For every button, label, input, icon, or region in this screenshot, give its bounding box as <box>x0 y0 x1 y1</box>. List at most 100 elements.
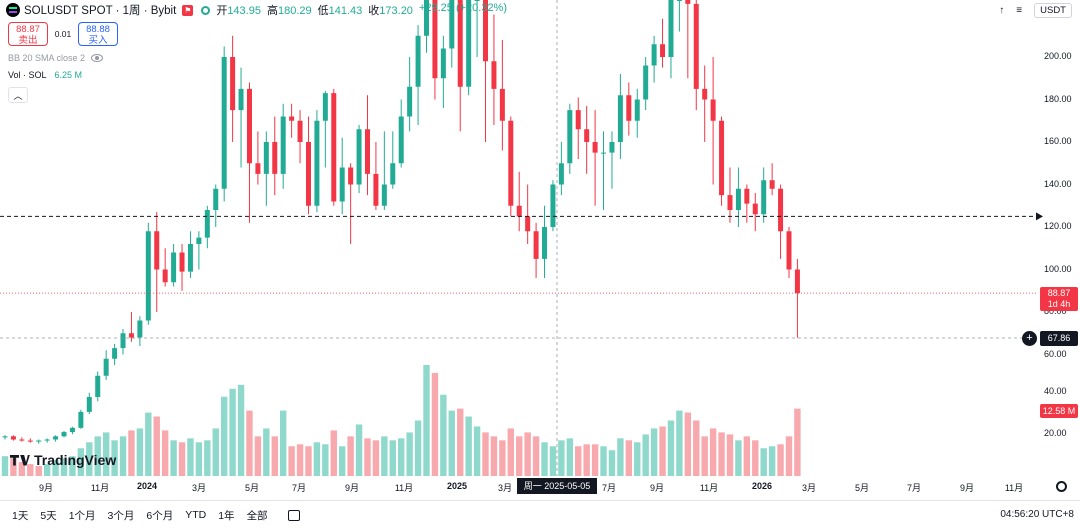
sell-button[interactable]: 88.87 卖出 <box>8 22 48 46</box>
volume-bar <box>170 440 177 476</box>
candle <box>634 88 640 138</box>
candle <box>457 0 463 132</box>
candle-body <box>609 142 615 153</box>
candle <box>668 0 674 79</box>
candle <box>660 18 666 68</box>
low-value: 141.43 <box>328 5 363 17</box>
range-6m[interactable]: 6个月 <box>146 509 174 522</box>
candle <box>676 0 682 32</box>
volume-indicator-legend[interactable]: Vol · SOL 6.25 M <box>8 70 83 80</box>
range-3m[interactable]: 3个月 <box>107 509 135 522</box>
bb-indicator-legend[interactable]: BB 20 SMA close 2 <box>8 53 104 63</box>
candle-body <box>356 129 362 185</box>
volume-bar <box>178 442 186 476</box>
volume-bar <box>516 436 523 476</box>
candle-body <box>348 167 354 185</box>
range-1m[interactable]: 1个月 <box>68 509 96 522</box>
volume-bar <box>263 428 270 476</box>
range-1d[interactable]: 1天 <box>12 509 29 522</box>
candle-body <box>601 152 607 154</box>
volume-bar <box>330 430 337 476</box>
time-tick-label: 7月 <box>601 483 617 493</box>
candle-body <box>710 99 716 121</box>
candle <box>466 0 472 96</box>
candle-body <box>196 237 202 244</box>
volume-bar <box>785 436 793 476</box>
volume-bar <box>642 434 649 476</box>
flag-icon[interactable]: ⚑ <box>182 4 194 16</box>
currency-button[interactable]: USDT <box>1034 2 1072 18</box>
eye-hidden-icon[interactable] <box>91 54 104 62</box>
symbol-title[interactable]: SOLUSDT SPOT · 1周 · Bybit <box>24 5 177 17</box>
time-tick-label: 7月 <box>906 483 922 493</box>
volume-bar <box>111 440 118 476</box>
candle-body <box>769 180 775 189</box>
tradingview-logo[interactable]: TradingView <box>10 452 116 468</box>
candle-body <box>761 180 767 215</box>
candle <box>137 316 143 346</box>
candle-body <box>171 252 177 283</box>
range-5d[interactable]: 5天 <box>40 509 57 522</box>
candle-body <box>263 142 269 174</box>
add-alert-plus-icon[interactable]: + <box>1022 331 1037 346</box>
volume-bar <box>10 458 17 476</box>
candle <box>364 95 370 196</box>
range-ytd[interactable]: YTD <box>185 509 207 521</box>
candle <box>727 167 733 223</box>
candle <box>499 40 505 151</box>
time-tick-label: 2025 <box>446 481 468 491</box>
candle-body <box>778 188 784 232</box>
menu-icon[interactable]: ≡ <box>1016 4 1023 16</box>
candle <box>305 116 311 215</box>
arrow-up-icon[interactable]: ↑ <box>999 4 1005 16</box>
candle <box>53 435 59 442</box>
buy-button[interactable]: 88.88 买入 <box>78 22 118 46</box>
candle <box>752 193 758 232</box>
time-tick-label: 9月 <box>649 483 665 493</box>
time-tick-label: 3月 <box>497 483 513 493</box>
candle-body <box>558 163 564 185</box>
candle <box>567 103 573 174</box>
volume-bar <box>313 442 321 476</box>
volume-bar <box>625 440 633 476</box>
volume-bar <box>398 438 405 476</box>
candle <box>744 184 750 223</box>
calendar-icon[interactable] <box>287 509 300 521</box>
time-tick-label: 11月 <box>394 483 414 493</box>
volume-bar <box>204 440 211 476</box>
candle <box>381 131 387 210</box>
candle <box>196 231 202 270</box>
volume-bar <box>18 462 26 476</box>
candle <box>525 184 531 244</box>
candle-body <box>27 440 33 442</box>
collapse-legend-button[interactable]: ︿ <box>8 87 28 103</box>
volume-bar <box>86 442 93 476</box>
candle-body <box>187 244 193 272</box>
candle-body <box>381 184 387 206</box>
candle <box>145 222 151 325</box>
price-tick-label: 180.00 <box>1044 93 1072 104</box>
last-price-tag: 88.87 1d 4h <box>1040 287 1078 311</box>
candle-body <box>424 0 429 36</box>
candle <box>348 163 354 244</box>
bottom-toolbar: 1天 5天 1个月 3个月 6个月 YTD 1年 全部 04:56:20 UTC… <box>0 500 1080 529</box>
open-value: 143.95 <box>227 5 261 17</box>
candle <box>651 35 657 83</box>
settings-gear-icon[interactable] <box>1056 481 1067 492</box>
candle-body <box>19 439 25 441</box>
high-value: 180.29 <box>277 5 312 17</box>
chart-overlays <box>0 212 1043 339</box>
volume-bar <box>473 426 481 476</box>
candle-body <box>693 3 699 89</box>
candle-body <box>567 110 573 164</box>
range-all[interactable]: 全部 <box>246 509 268 522</box>
candle-body <box>322 93 328 121</box>
candle-body <box>617 95 623 142</box>
range-1y[interactable]: 1年 <box>218 509 235 522</box>
volume-bar <box>339 446 346 476</box>
volume-bar <box>414 420 422 476</box>
volume-bar <box>684 412 692 476</box>
candle <box>78 409 84 429</box>
candle-body <box>676 0 682 1</box>
